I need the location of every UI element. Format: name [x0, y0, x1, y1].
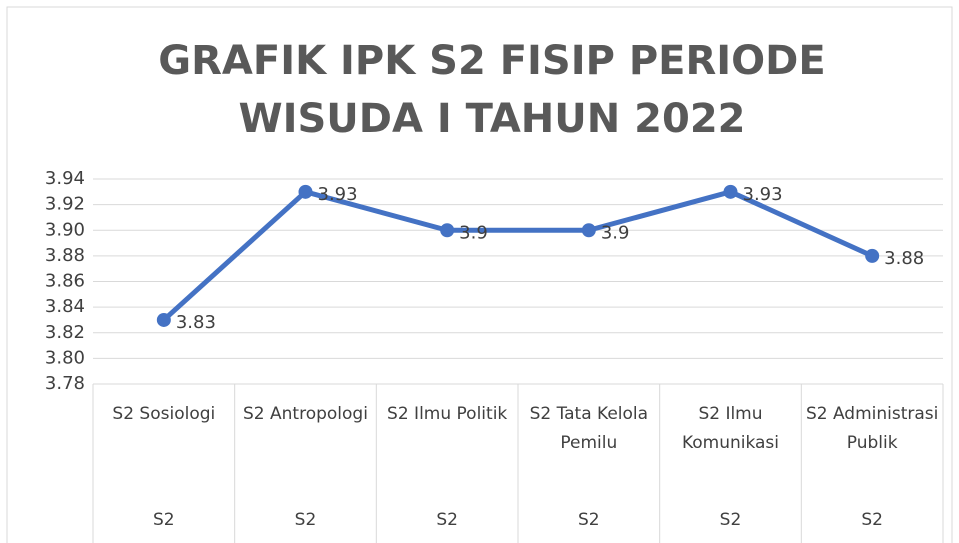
y-tick-label: 3.86: [45, 271, 85, 292]
point: [723, 184, 738, 199]
y-tick-label: 3.94: [45, 168, 85, 189]
x-tick-label: S2 Administrasi Publik: [805, 404, 939, 453]
data-label: 3.83: [176, 312, 216, 333]
group-label: S2: [294, 510, 317, 530]
group-label: S2: [578, 510, 600, 530]
line-series: [162, 189, 874, 322]
y-tick-label: 3.88: [45, 245, 85, 266]
y-tick-label: 3.82: [45, 322, 85, 343]
point: [865, 248, 880, 263]
point: [440, 223, 455, 238]
group-label: S2: [861, 510, 883, 530]
y-tick-label: 3.92: [45, 194, 85, 215]
y-tick-label: 3.90: [45, 219, 85, 240]
x-tick-label: S2 Ilmu Komunikasi: [681, 404, 780, 453]
chart-border: [6, 6, 953, 543]
group-label: S2: [153, 510, 175, 530]
point: [298, 184, 313, 199]
x-tick-label: S2 Tata Kelola Pemilu: [529, 404, 649, 453]
chart-title: GRAFIK IPK S2 FISIP PERIODE: [158, 38, 825, 84]
data-label: 3.9: [601, 222, 630, 243]
y-tick-label: 3.78: [45, 373, 85, 394]
point: [156, 312, 171, 327]
group-label: S2: [436, 510, 458, 530]
x-tick-label: S2 Antropologi: [243, 404, 368, 424]
y-tick-label: 3.80: [45, 347, 85, 368]
data-label: 3.93: [743, 184, 783, 205]
y-tick-label: 3.84: [45, 296, 85, 317]
data-label: 3.9: [459, 222, 488, 243]
data-label: 3.88: [884, 248, 924, 269]
chart-title: WISUDA I TAHUN 2022: [238, 96, 745, 142]
point: [581, 223, 596, 238]
data-label: 3.93: [318, 184, 358, 205]
group-label: S2: [719, 510, 742, 530]
x-tick-label: S2 Ilmu Politik: [387, 404, 508, 424]
x-tick-label: S2 Sosiologi: [112, 404, 216, 424]
